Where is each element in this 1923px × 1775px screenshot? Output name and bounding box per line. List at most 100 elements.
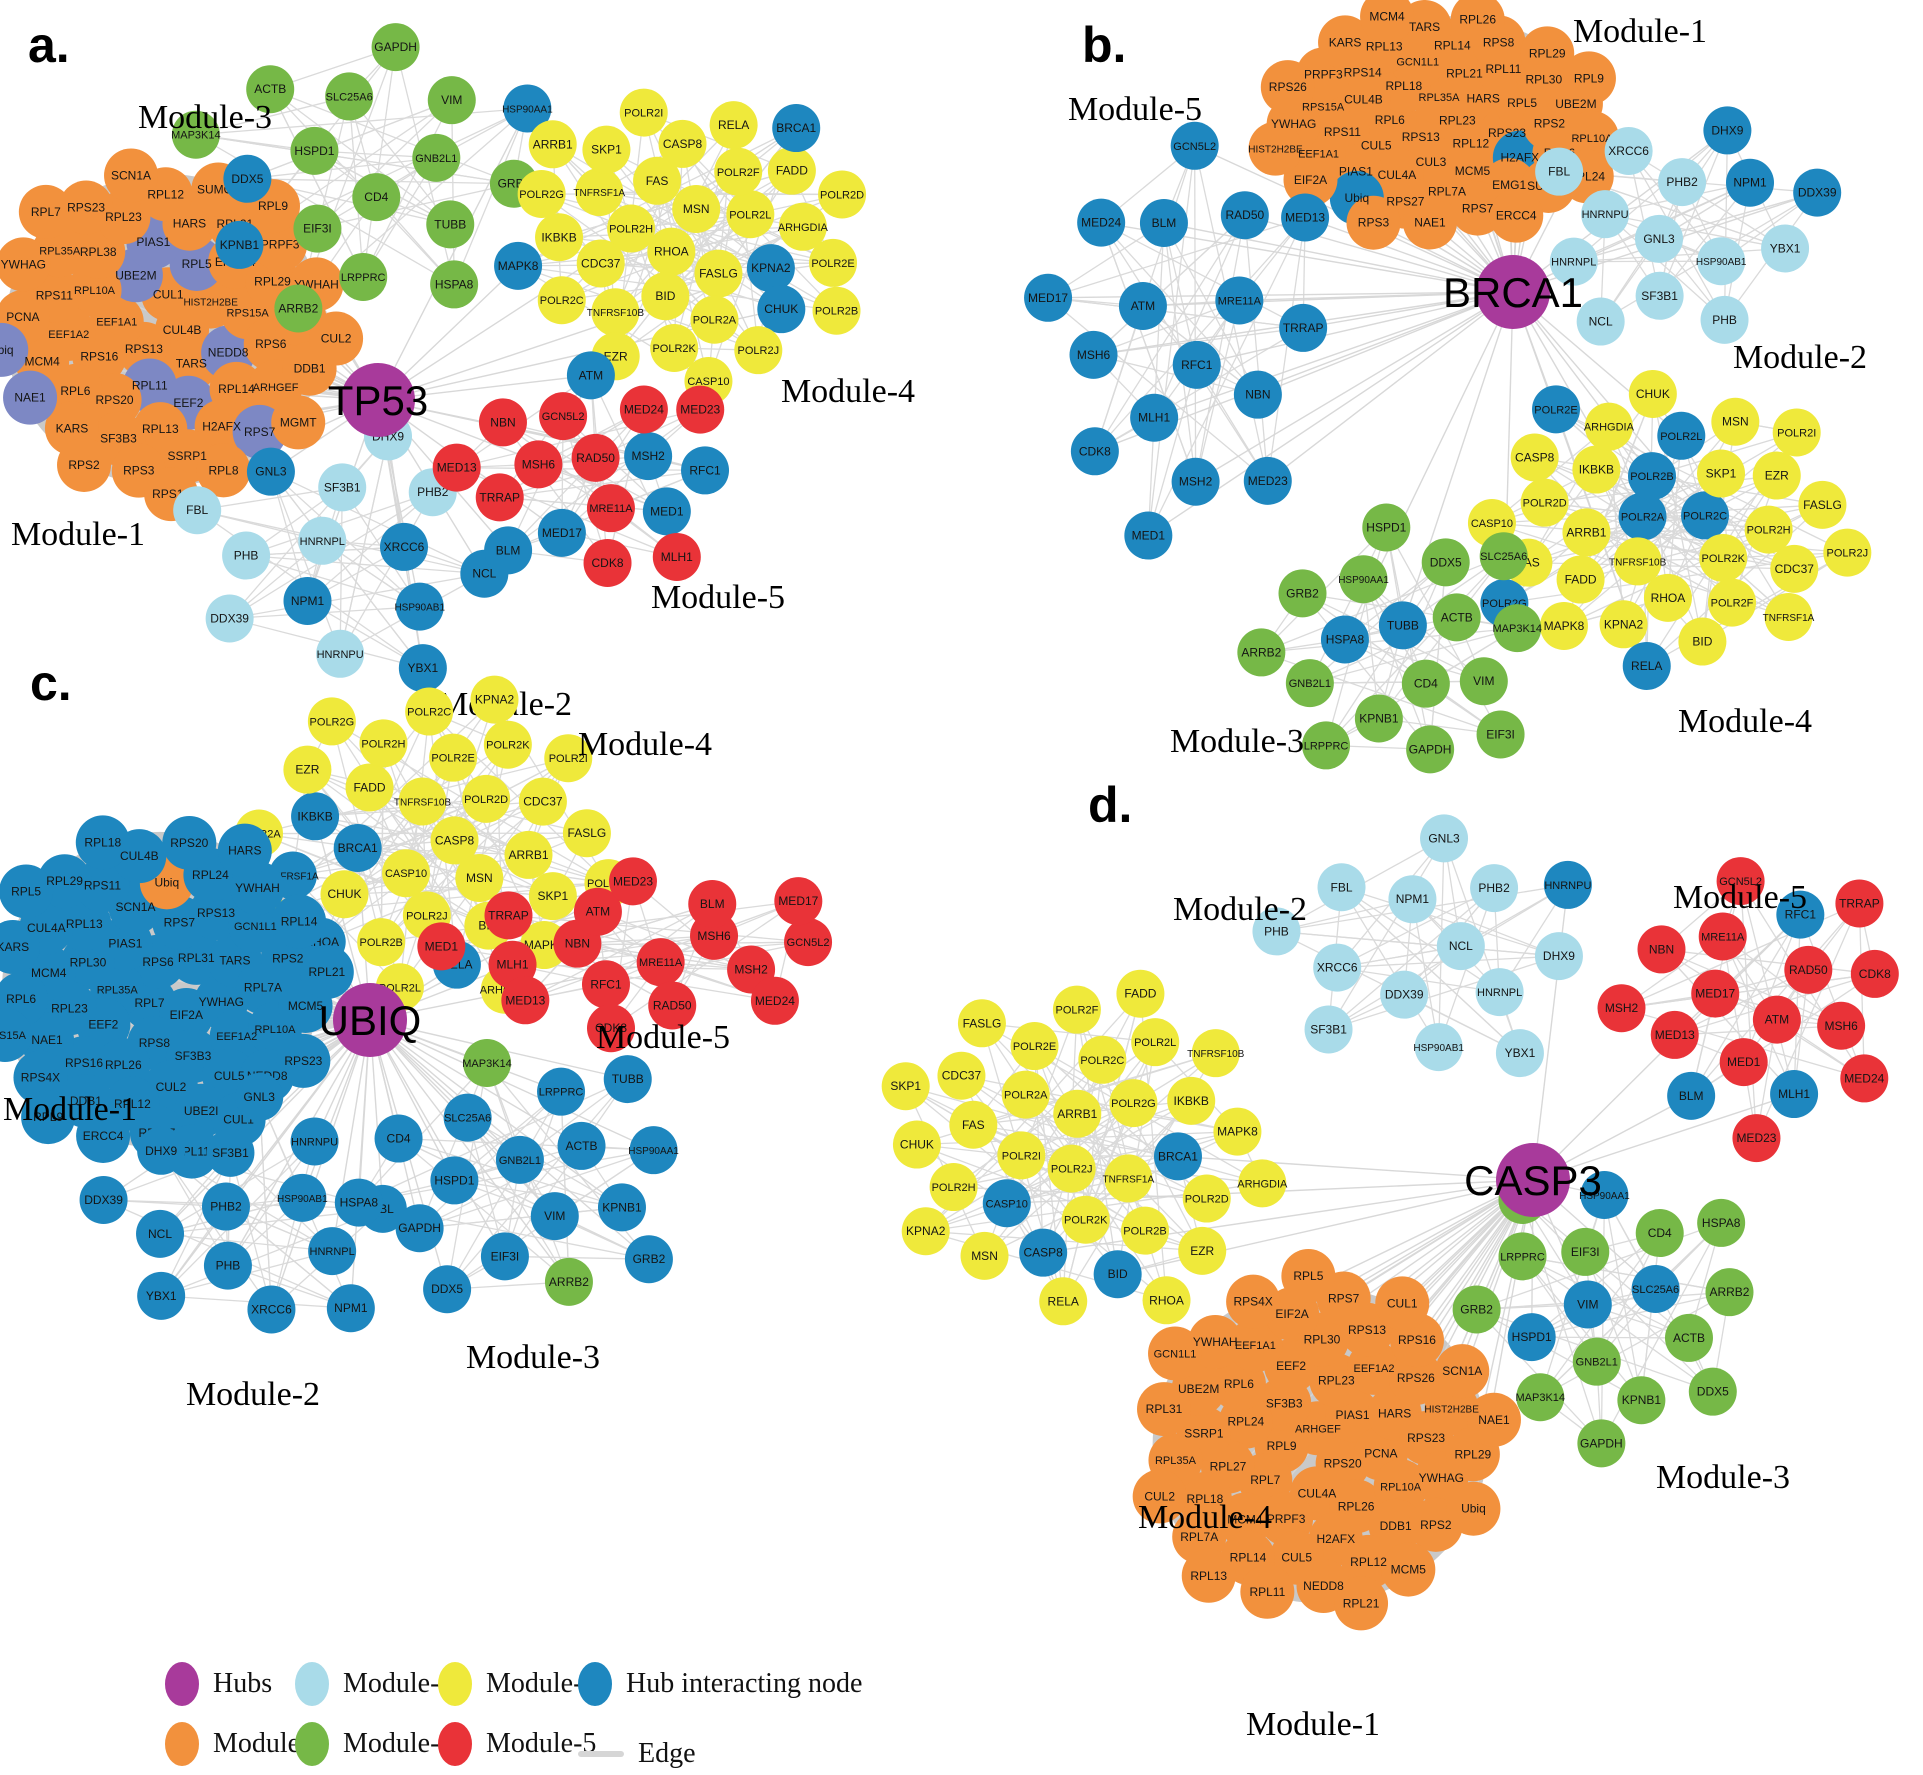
- node-cul1: [1375, 1276, 1430, 1331]
- node-polr2i: [997, 1131, 1046, 1180]
- node-label: MAP3K14: [1493, 623, 1543, 635]
- node-trrap: [475, 473, 524, 522]
- node-label: RFC1: [689, 463, 721, 477]
- node-label: RELA: [1048, 1294, 1079, 1308]
- node-nae1: [3, 370, 58, 425]
- panel-letter: c.: [30, 655, 72, 711]
- hub-node-casp3: [1496, 1143, 1570, 1217]
- node-polr2k: [483, 720, 532, 769]
- node-scn1a: [1435, 1344, 1490, 1399]
- node-label: CASP10: [1471, 518, 1513, 530]
- node-label: GCN1L1: [234, 921, 277, 933]
- node-label: FBL: [186, 503, 208, 517]
- node-ddx5: [1688, 1367, 1737, 1416]
- node-med23: [1243, 456, 1292, 505]
- node-eif3i: [1561, 1227, 1610, 1276]
- node-label: SLC25A6: [1480, 551, 1527, 563]
- node-ncl: [1436, 922, 1485, 971]
- edge: [1580, 474, 1778, 581]
- node-label: MCM5: [1391, 1563, 1427, 1577]
- hub-edge: [1267, 291, 1514, 482]
- legend-item-module2: Module-2: [295, 1662, 453, 1706]
- node-label: RPL31: [178, 951, 215, 965]
- node-label: RPS16: [80, 349, 118, 363]
- node-rpl18: [75, 815, 130, 870]
- node-label: TARS: [176, 357, 207, 371]
- node-rpl21: [1334, 1576, 1389, 1631]
- node-rela: [1622, 641, 1671, 690]
- node-rps26: [1388, 1351, 1443, 1406]
- node-label: RPS23: [67, 201, 105, 215]
- node-msn: [1711, 397, 1760, 446]
- node-label: ACTB: [1441, 610, 1473, 624]
- node-med1: [642, 487, 691, 536]
- edge: [1739, 880, 1795, 1095]
- edge: [321, 801, 424, 943]
- node-label: CHUK: [900, 1138, 934, 1152]
- module-title: Module-1: [1246, 1706, 1380, 1743]
- node-phb2: [1658, 158, 1707, 207]
- node-sf3b1: [1304, 1005, 1353, 1054]
- node-polr2k: [1699, 533, 1748, 582]
- node-med17: [774, 877, 823, 926]
- node-label: CUL5: [1281, 1551, 1312, 1565]
- node-label: RPS11: [36, 289, 73, 303]
- node-label: MED24: [624, 403, 664, 417]
- node-label: RPS8: [1483, 35, 1515, 49]
- node-label: POLR2L: [1660, 431, 1702, 443]
- node-label: MSH2: [1179, 475, 1213, 489]
- edge: [1309, 627, 1518, 684]
- node-label: RPS15A: [227, 307, 270, 319]
- node-label: CUL4B: [120, 849, 159, 863]
- node-tnfrsf1a: [1764, 592, 1813, 641]
- node-polr2k: [1061, 1195, 1110, 1244]
- node-polr2i: [619, 88, 668, 137]
- node-mlh1: [652, 532, 701, 581]
- edge: [1522, 1255, 1714, 1393]
- node-label: SCN1A: [115, 900, 155, 914]
- node-label: RPL35A: [1155, 1455, 1197, 1467]
- node-bid: [1678, 617, 1727, 666]
- node-ikbkb: [291, 792, 340, 841]
- node-label: POLR2G: [310, 716, 355, 728]
- node-label: NAE1: [14, 391, 46, 405]
- edge: [1411, 899, 1440, 1048]
- node-label: GNL3: [1643, 232, 1675, 246]
- node-label: POLR2D: [464, 794, 508, 806]
- node-slc25a6: [443, 1093, 492, 1142]
- node-label: KPNB1: [602, 1200, 642, 1214]
- node-label: ARRB2: [1241, 645, 1281, 659]
- node-label: CASP8: [1515, 450, 1555, 464]
- node-label: YWHAG: [1419, 1471, 1464, 1485]
- node-label: CASP10: [986, 1198, 1028, 1210]
- edge: [1267, 217, 1306, 481]
- node-label: GCN1L1: [1154, 1348, 1197, 1360]
- node-label: SCN1A: [111, 168, 151, 182]
- node-label: DDX39: [84, 1193, 123, 1207]
- node-gapdh: [371, 23, 420, 72]
- node-tnfrsf10b: [1191, 1029, 1240, 1078]
- node-label: MED13: [1655, 1028, 1695, 1042]
- node-label: TNFRSF10B: [587, 308, 645, 319]
- node-polr2c: [537, 276, 586, 325]
- node-label: RPL26: [1459, 13, 1496, 27]
- node-label: NCL: [148, 1227, 172, 1241]
- node-rfc1: [1172, 340, 1221, 389]
- node-arhgdia: [1238, 1159, 1287, 1208]
- node-label: MED17: [542, 526, 582, 540]
- node-label: POLR2L: [1134, 1037, 1176, 1049]
- node-mapk8: [1539, 601, 1588, 650]
- node-label: KPNA2: [1604, 617, 1644, 631]
- node-arrb1: [1053, 1089, 1102, 1138]
- node-polr2i: [1772, 408, 1821, 457]
- node-label: RELA: [1631, 659, 1662, 673]
- module-title: Module-4: [1138, 1499, 1272, 1536]
- node-label: FASLG: [963, 1016, 1002, 1030]
- node-label: MSH2: [1605, 1001, 1639, 1015]
- node-faslg: [562, 809, 611, 858]
- node-gnb2l1: [412, 133, 461, 182]
- node-label: EIF3I: [1571, 1245, 1600, 1259]
- edge: [1555, 408, 1706, 516]
- node-cd4: [352, 173, 401, 222]
- node-label: CASP10: [687, 376, 729, 388]
